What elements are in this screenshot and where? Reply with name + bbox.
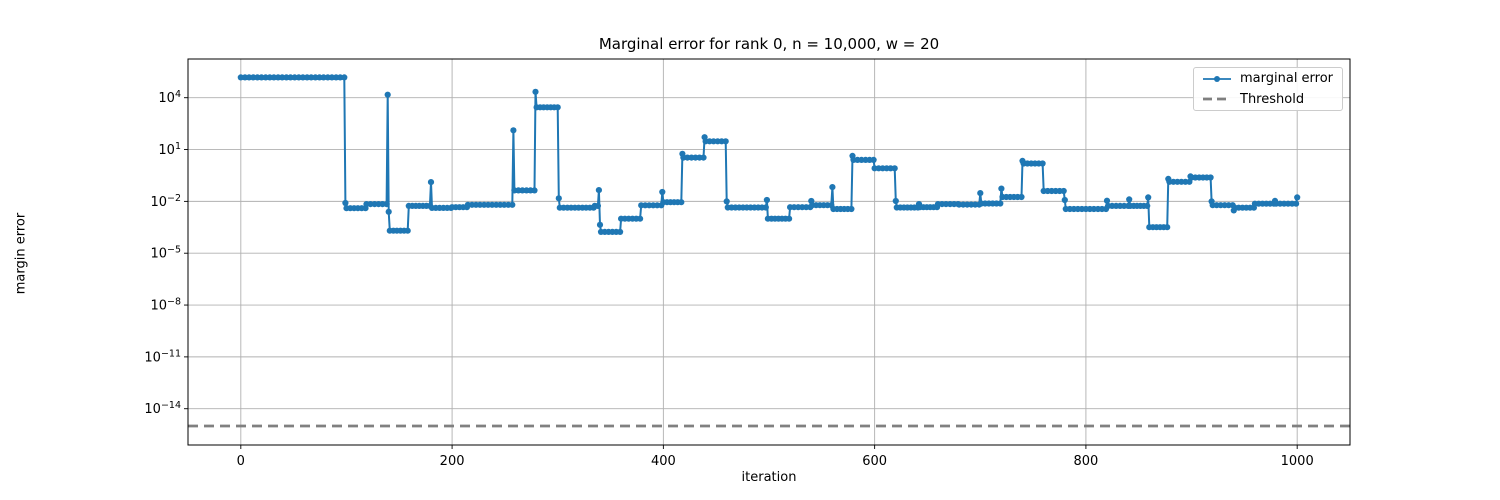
plot-title: Marginal error for rank 0, n = 10,000, w…	[598, 35, 940, 53]
y-tick-labels: 104 101 10−2 10−5 10−8 10−11 10−14	[144, 89, 181, 417]
svg-text:10−2: 10−2	[150, 193, 181, 210]
svg-text:10−11: 10−11	[144, 348, 181, 365]
svg-text:1000: 1000	[1281, 454, 1314, 469]
axes-border	[187, 58, 1351, 446]
svg-text:800: 800	[1073, 454, 1098, 469]
marginal-error-line	[240, 76, 1299, 233]
legend-item-threshold: Threshold	[1202, 91, 1334, 109]
grid-lines	[188, 59, 1350, 445]
legend-item-marginal-error: marginal error	[1202, 70, 1334, 88]
svg-text:10−8: 10−8	[150, 297, 181, 314]
svg-text:0: 0	[237, 454, 245, 469]
legend-label-threshold: Threshold	[1240, 91, 1305, 107]
svg-text:101: 101	[158, 141, 181, 158]
dashed-line-swatch-icon	[1203, 97, 1231, 101]
x-tick-labels: 0 200 400 600 800 1000	[237, 454, 1314, 469]
svg-text:10−14: 10−14	[144, 400, 181, 417]
tick-marks	[184, 97, 1298, 449]
x-axis-label: iteration	[741, 470, 797, 485]
legend: marginal error Threshold	[1193, 67, 1343, 111]
svg-text:104: 104	[158, 89, 181, 106]
marginal-error-markers	[237, 74, 1301, 235]
legend-label-marginal-error: marginal error	[1240, 71, 1334, 87]
svg-text:200: 200	[440, 454, 465, 469]
svg-text:400: 400	[651, 454, 676, 469]
line-dot-swatch-icon	[1203, 75, 1231, 82]
svg-text:10−5: 10−5	[150, 245, 181, 262]
svg-text:600: 600	[862, 454, 887, 469]
